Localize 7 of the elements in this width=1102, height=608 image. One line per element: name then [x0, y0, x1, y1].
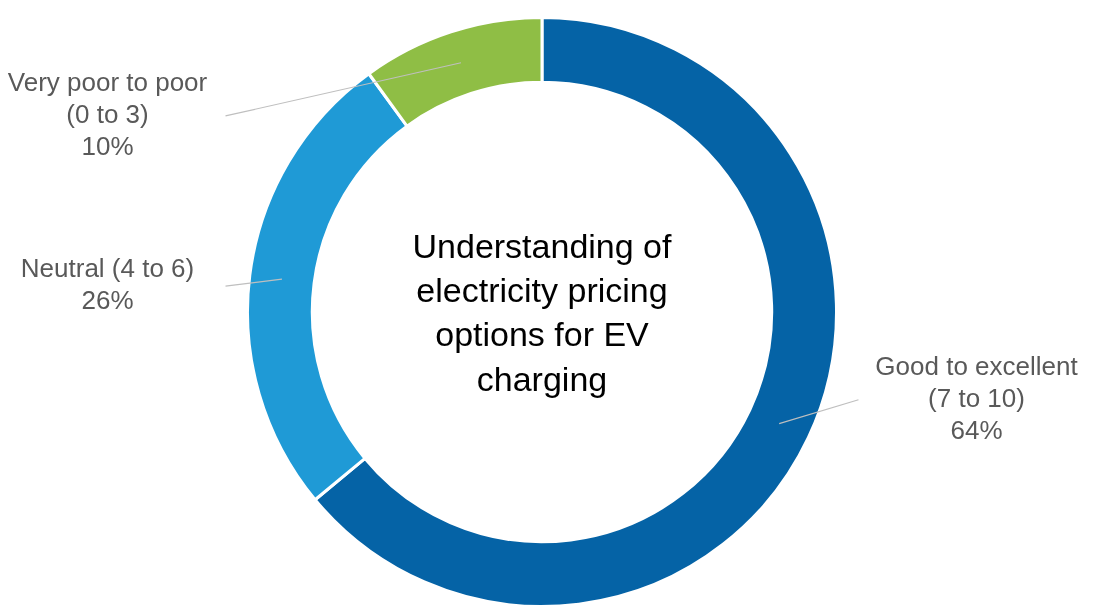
text: Understanding of electricity pricing options for EV charging: [411, 225, 673, 400]
slice-label: Very poor to poor (0 to 3): [7, 67, 208, 130]
data-label: 10%: [81, 131, 134, 162]
data-label: 26%: [81, 285, 134, 316]
slice-label: Good to excellent (7 to 10): [875, 350, 1079, 413]
data-label: 64%: [950, 414, 1003, 445]
slice-label: Neutral (4 to 6): [20, 253, 195, 284]
